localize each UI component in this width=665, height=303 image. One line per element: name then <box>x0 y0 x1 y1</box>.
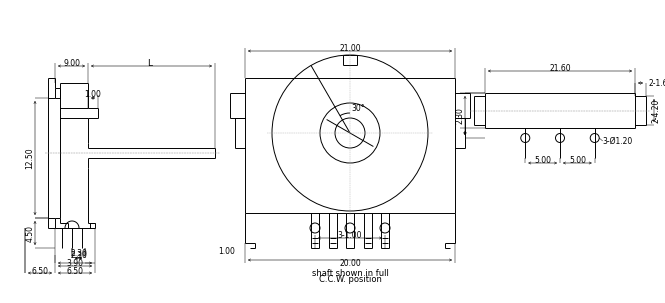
Text: 30°: 30° <box>351 104 365 112</box>
Text: 20.00: 20.00 <box>339 258 361 268</box>
Text: 5.00: 5.00 <box>534 155 551 165</box>
Text: 2-4.20: 2-4.20 <box>652 98 660 123</box>
Text: 6.50: 6.50 <box>66 267 84 276</box>
Text: C.C.W. position: C.C.W. position <box>319 275 382 285</box>
Text: 9.00: 9.00 <box>63 58 80 68</box>
Text: 1.00: 1.00 <box>84 89 102 98</box>
Text: 4.50: 4.50 <box>25 225 35 241</box>
Text: 3.90: 3.90 <box>66 259 84 268</box>
Text: 1.00: 1.00 <box>219 247 235 255</box>
Text: 5.00: 5.00 <box>569 155 586 165</box>
Text: 6.50: 6.50 <box>31 267 49 276</box>
Text: L: L <box>148 58 152 68</box>
Text: 2.30: 2.30 <box>70 251 87 261</box>
Text: shaft shown in full: shaft shown in full <box>312 268 388 278</box>
Text: 21.60: 21.60 <box>549 64 571 72</box>
Text: 2.30: 2.30 <box>70 249 87 258</box>
Text: 2.30: 2.30 <box>456 107 464 124</box>
Text: 2-1.60: 2-1.60 <box>649 78 665 88</box>
Text: 21.00: 21.00 <box>339 44 361 52</box>
Text: 3-Ø1.20: 3-Ø1.20 <box>602 136 633 145</box>
Text: 12.50: 12.50 <box>25 147 35 169</box>
Text: 3-1.00: 3-1.00 <box>338 231 362 239</box>
